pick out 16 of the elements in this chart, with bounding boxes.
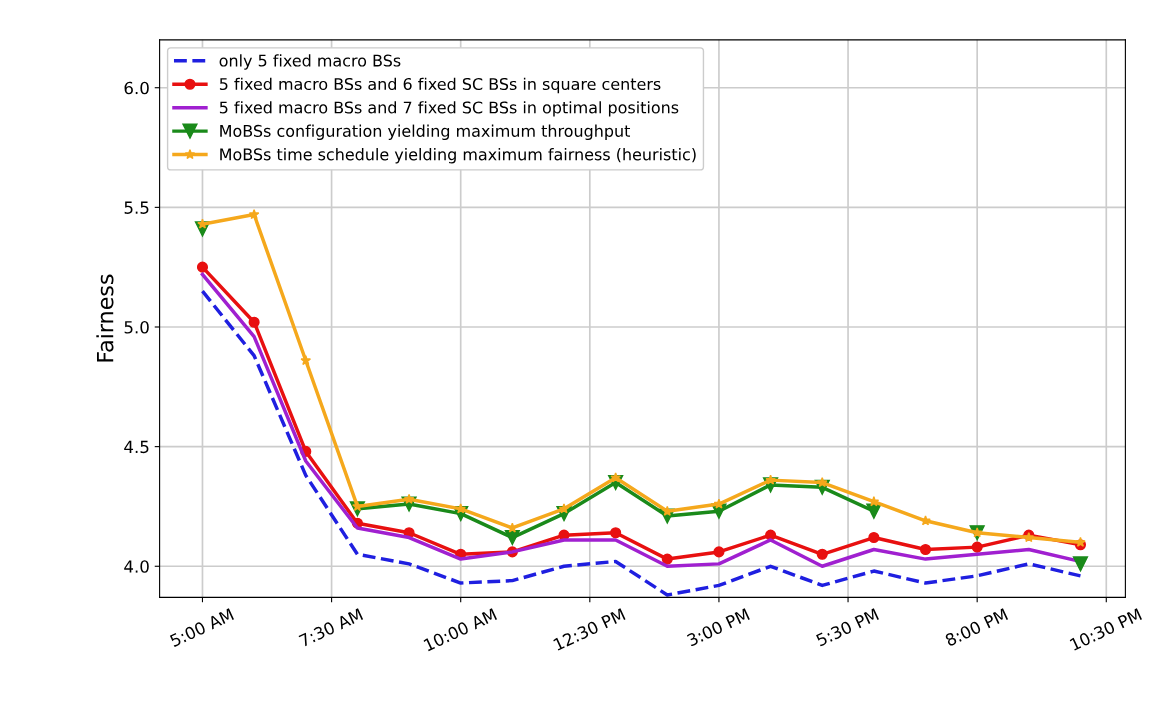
x-tick-label: 7:30 AM [298,608,364,648]
x-tick-label: 5:00 AM [169,608,235,648]
x-tick-label: 8:00 PM [944,608,1009,647]
legend-label: only 5 fixed macro BSs [219,54,401,70]
legend-label: 5 fixed macro BSs and 6 fixed SC BSs in square centers [219,77,661,94]
legend-label: MoBSs configuration yielding maximum throughput [220,124,631,141]
x-tick-label: 3:00 PM [686,608,750,647]
y-tick-label: 5.0 [124,320,149,334]
x-tick-label: 5:30 PM [815,608,880,647]
y-tick-label: 6.0 [124,81,149,95]
y-axis-title: Fairness [96,274,114,362]
y-tick-label: 4.5 [124,440,149,454]
y-tick-label: 5.5 [124,201,149,214]
legend-label: 5 fixed macro BSs and 7 fixed SC BSs in optimal positions [219,101,679,117]
y-tick-label: 4.0 [124,560,149,573]
legend-label: MoBSs time schedule yielding maximum fairness (heuristic) [220,148,696,164]
